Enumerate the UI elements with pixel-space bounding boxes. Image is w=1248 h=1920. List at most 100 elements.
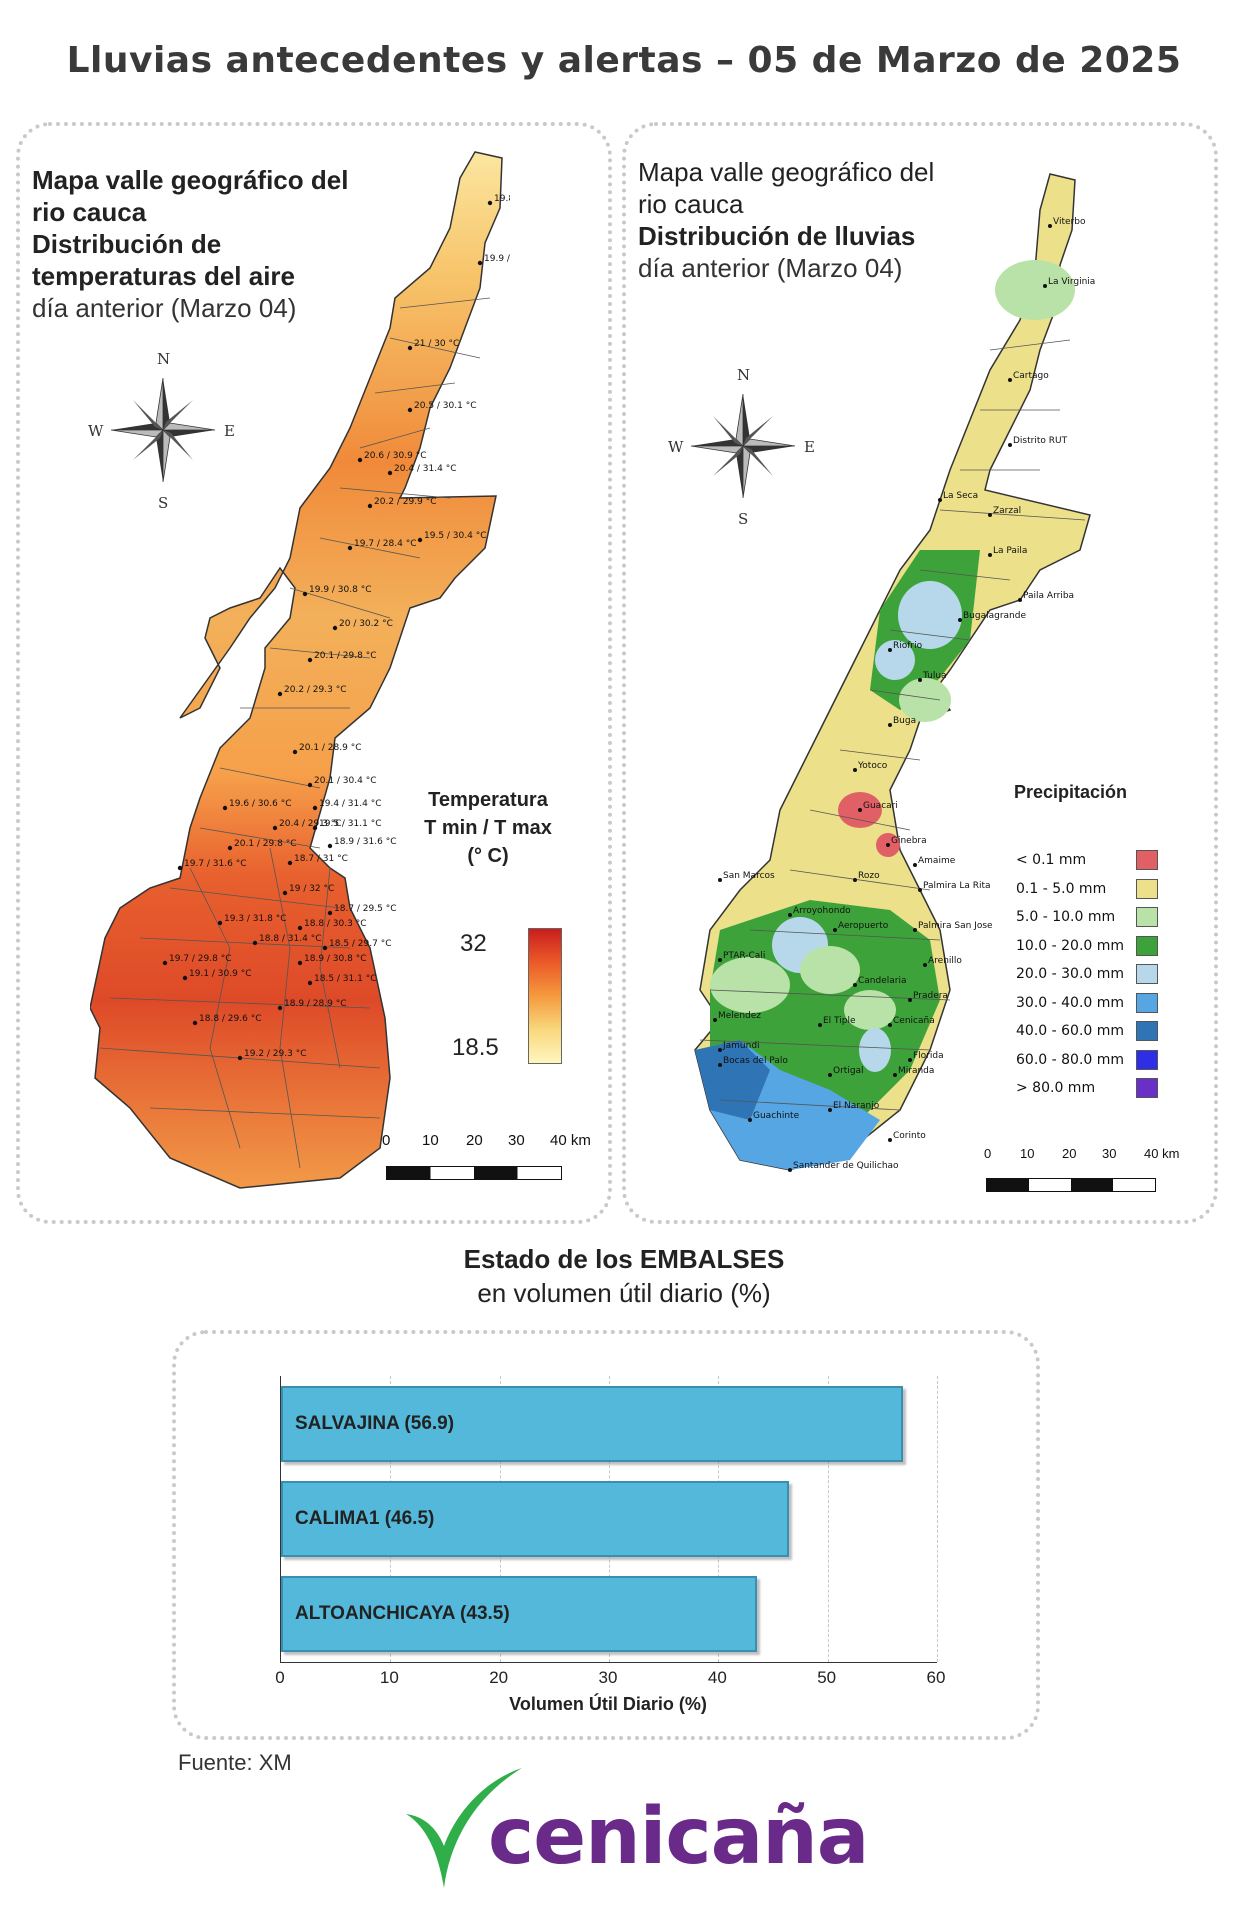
temp-station-dot [347, 545, 353, 551]
temp-station-dot [177, 865, 183, 871]
precip-legend-swatch [1136, 850, 1158, 870]
chart-x-tick-label: 0 [275, 1668, 285, 1687]
temp-legend-line2: T min / T max [424, 817, 552, 839]
temp-station-label: 18.7 / 29.5 °C [334, 904, 396, 914]
rain-station-dot [818, 1023, 822, 1027]
temperature-legend-title: Temperatura T min / T max (° C) [408, 786, 568, 870]
precip-legend-swatch [1136, 1078, 1158, 1098]
rain-station-dot [938, 498, 942, 502]
temp-subtitle: día anterior (Marzo 04) [32, 293, 297, 323]
rain-station-label: Ginebra [891, 836, 927, 846]
temp-station-dot [302, 591, 308, 597]
temp-station-label: 18.9 / 28.9 °C [284, 999, 346, 1009]
rain-station-label: Paila Arriba [1023, 591, 1074, 601]
cenicana-logo-mark-icon [406, 1768, 522, 1888]
temp-station-dot [407, 345, 413, 351]
rain-station-dot [748, 1118, 752, 1122]
temp-station-label: 19.9 / 29.3 °C [484, 254, 510, 264]
precip-legend-label: 10.0 - 20.0 mm [1016, 937, 1125, 954]
rain-station-dot [1048, 224, 1052, 228]
temp-station-label: 20.4 / 31.4 °C [394, 464, 456, 474]
temp-scale-tick-40: 40 km [550, 1132, 591, 1149]
rain-station-label: Yotoco [857, 761, 888, 771]
chart-x-tick-label: 60 [926, 1668, 946, 1687]
temp-station-dot [287, 860, 293, 866]
chart-x-tick-label: 10 [379, 1668, 399, 1687]
temp-scale-tick-20: 20 [466, 1132, 483, 1149]
rain-station-label: Cenicaña [893, 1016, 935, 1026]
temp-station-dot [327, 843, 333, 849]
rain-station-dot [908, 998, 912, 1002]
rain-station-label: Candelaria [858, 976, 907, 986]
temp-station-dot [282, 890, 288, 896]
temp-station-dot [307, 782, 313, 788]
reservoirs-x-axis-label: Volumen Útil Diario (%) [509, 1694, 707, 1714]
chart-x-tick-label: 50 [817, 1668, 837, 1687]
temp-station-dot [387, 470, 393, 476]
temp-station-dot [237, 1055, 243, 1061]
rain-station-dot [908, 1058, 912, 1062]
rain-station-dot [1008, 443, 1012, 447]
rain-scale-tick-40: 40 km [1144, 1146, 1180, 1161]
rain-station-label: La Seca [943, 491, 978, 501]
rain-station-label: Arenillo [928, 956, 962, 966]
chart-x-tick-label: 40 [707, 1668, 727, 1687]
chart-gridline [827, 1376, 829, 1662]
rain-map-title: Mapa valle geográfico del rio cauca Dist… [638, 156, 1038, 284]
rain-station-dot [888, 648, 892, 652]
rain-station-label: Santander de Quilichao [793, 1161, 899, 1171]
precip-legend-label: 5.0 - 10.0 mm [1016, 909, 1116, 925]
temp-title-line3: Distribución de [32, 229, 222, 259]
rain-scale-tick-30: 30 [1102, 1146, 1117, 1161]
temp-station-dot [417, 537, 423, 543]
rain-station-dot [893, 1073, 897, 1077]
temp-station-dot [277, 691, 283, 697]
rain-compass-w-label: W [668, 438, 684, 456]
rain-station-label: Aeropuerto [838, 921, 889, 931]
rain-station-label: PTAR-Cali [723, 951, 765, 961]
temp-station-dot [182, 975, 188, 981]
rain-compass-s-label: S [738, 510, 748, 526]
temperature-color-ramp [528, 928, 562, 1064]
temp-station-dot [312, 825, 318, 831]
compass-e-label: E [224, 422, 235, 440]
precip-legend-swatch [1136, 907, 1158, 927]
temp-station-label: 19 / 32 °C [289, 884, 334, 894]
temp-title-line2: rio cauca [32, 197, 147, 227]
rain-station-dot [913, 863, 917, 867]
temp-scale-tick-0: 0 [382, 1132, 391, 1149]
rain-station-dot [958, 618, 962, 622]
rain-station-label: Buga [893, 716, 916, 726]
temp-station-label: 19.5 / 31.1 °C [319, 819, 381, 829]
rain-station-label: San Marcos [723, 871, 775, 881]
rain-scale-tick-10: 10 [1020, 1146, 1035, 1161]
temp-station-label: 20.4 / 29.3 °C [279, 819, 341, 829]
rain-station-label: Florida [913, 1051, 944, 1061]
rain-station-label: Arroyohondo [793, 906, 851, 916]
rain-station-label: La Paila [993, 546, 1027, 556]
precip-legend-label: 30.0 - 40.0 mm [1016, 994, 1125, 1011]
temperature-legend-max: 32 [460, 930, 487, 957]
temp-station-dot [252, 940, 258, 946]
rain-station-label: Corinto [893, 1131, 926, 1141]
compass-rose-icon: N S E W [668, 366, 815, 526]
rain-station-dot [788, 913, 792, 917]
precip-legend-swatch [1136, 964, 1158, 984]
precip-legend-swatch [1136, 1021, 1158, 1041]
rain-station-dot [828, 1073, 832, 1077]
compass-w-label: W [88, 422, 104, 440]
reservoir-bar: CALIMA1 (46.5) [281, 1481, 790, 1557]
temp-legend-line1: Temperatura [428, 789, 548, 811]
rain-station-dot [918, 678, 922, 682]
temp-station-label: 19.3 / 31.8 °C [224, 914, 286, 924]
temp-station-label: 20.5 / 30.1 °C [414, 401, 476, 411]
temp-station-dot [322, 945, 328, 951]
temp-station-dot [307, 980, 313, 986]
reservoir-bar-label: ALTOANCHICAYA (43.5) [295, 1603, 510, 1625]
precipitation-legend-title: Precipitación [1014, 782, 1128, 802]
rain-station-label: Viterbo [1053, 217, 1086, 227]
rain-station-label: Palmira La Rita [923, 881, 991, 891]
rain-station-dot [718, 1048, 722, 1052]
temp-station-label: 20.1 / 29.8 °C [314, 651, 376, 661]
rain-station-label: Distrito RUT [1013, 436, 1068, 446]
